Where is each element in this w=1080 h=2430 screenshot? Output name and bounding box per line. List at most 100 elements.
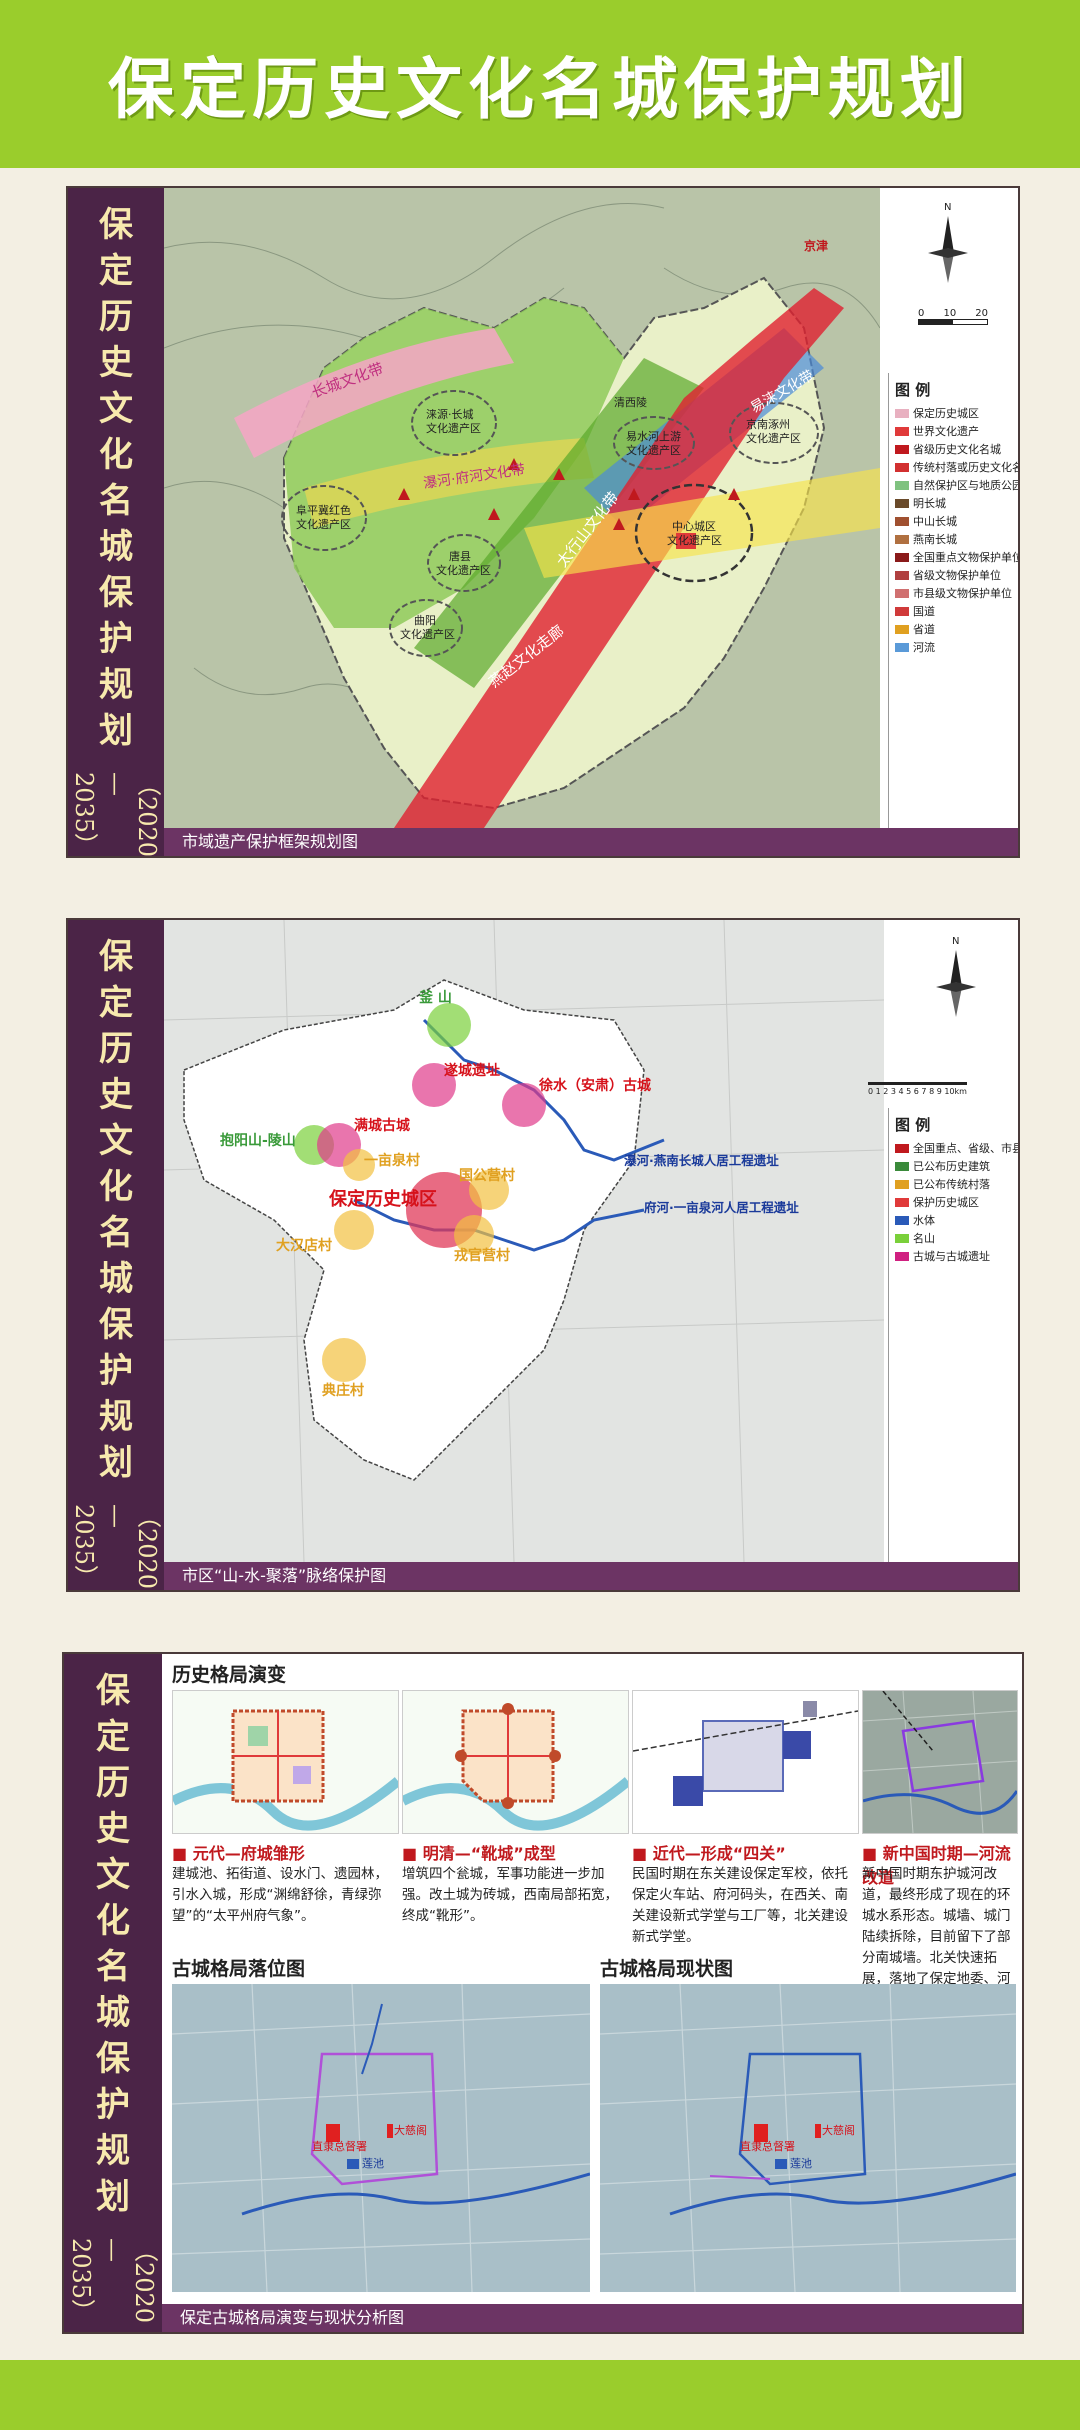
scale-end: 20 [975,308,988,319]
legend-item: 燕南长城 [895,531,1010,547]
label-mancheng: 满城古城 [354,1117,410,1134]
legend-item: 名山 [895,1230,1010,1246]
legend-swatch [895,642,909,652]
legend-swatch [895,606,909,616]
legend-item: 明长城 [895,495,1010,511]
scale-mid: 10 [943,308,957,319]
label-jingjin: 京津 [804,238,828,253]
side-title-char: 名 [99,481,133,521]
side-title-char: 城 [99,1259,133,1299]
svg-text:文化遗产区: 文化遗产区 [626,443,681,457]
caption-panel1: 市域遗产保护框架规划图 [164,828,1018,856]
map1-title: 古城格局落位图 [172,1958,306,1980]
legend-label: 市县级文物保护单位 [913,587,1012,600]
band-juhe [304,438,594,528]
label-zhili: 直隶总督署 [740,2139,795,2153]
zone-tang [427,534,501,592]
legend-item: 省级文物保护单位 [895,567,1010,583]
side-title-years: （2020 —2035） [70,1504,161,1590]
zone-laiyuan [411,390,497,456]
legend-swatch [895,570,909,580]
side-title: 保 定 历 史 文 化 名 城 保 护 规 划 （2020 —2035） [68,188,164,856]
side-title-char: 保 [99,937,133,977]
legend-swatch [895,1143,909,1153]
side-title-char: 定 [99,983,133,1023]
north-arrow: N [928,932,984,1026]
side-title-char: 文 [96,1855,130,1895]
stage-mingqing-heading: ■ 明清—“靴城”成型 [402,1844,556,1863]
legend-panel2: 图 例 全国重点、省级、市县级文物保护单位已公布历史建筑已公布传统村落保护历史城… [888,1108,1018,1562]
header-banner: 保定历史文化名城保护规划 [0,0,1080,168]
legend-label: 世界文化遗产 [913,425,979,438]
stage-mingqing-body: 增筑四个瓮城，军事功能进一步加强。改土城为砖城，西南局部拓宽，终成“靴形”。 [402,1866,618,1924]
legend-item: 省道 [895,621,1010,637]
zone-center [634,483,754,583]
legend-item: 已公布传统村落 [895,1176,1010,1192]
legend-item: 省级历史文化名城 [895,441,1010,457]
thumb-newchina [862,1690,1018,1834]
side-title: 保 定 历 史 文 化 名 城 保 护 规 划 （2020 —2035） [64,1654,162,2332]
legend-label: 保护历史城区 [913,1196,979,1209]
side-title-char: 名 [96,1947,130,1987]
legend-swatch [895,1179,909,1189]
legend-swatch [895,462,909,472]
legend-item: 河流 [895,639,1010,655]
legend-item: 传统村落或历史文化名村 [895,459,1018,475]
heritage-framework-map: 京津 长城文化带 瀑河·府河文化带 太行山文化带 易涞文化带 燕赵文化走廊 涞源… [164,188,880,828]
legend-panel1: 图 例 保定历史城区世界文化遗产省级历史文化名城传统村落或历史文化名村自然保护区… [888,373,1018,828]
panel-mountain-water: 保 定 历 史 文 化 名 城 保 护 规 划 （2020 —2035） [66,918,1020,1592]
legend-label: 水体 [913,1214,935,1227]
stage-newchina-heading: ■ 新中国时期—河流改道 [862,1844,1011,1887]
side-title-char: 划 [99,711,133,751]
side-title-char: 规 [99,665,133,705]
side-title-char: 保 [96,2039,130,2079]
legend-swatch [895,1197,909,1207]
label-yimuquan: 一亩泉村 [364,1152,420,1169]
map-current: 直隶总督署 大慈阁 莲池 [600,1984,1016,2292]
svg-text:文化遗产区: 文化遗产区 [436,563,491,577]
label-quyang: 曲阳 [414,614,436,627]
side-title-char: 定 [99,251,133,291]
legend-label: 古城与古城遗址 [913,1250,990,1263]
mountain-water-map: 釜 山 遂城遗址 徐水（安肃）古城 抱阳山-陵山 满城古城 一亩泉村 保定历史城… [164,920,884,1562]
side-title-char: 文 [99,1121,133,1161]
label-fushan: 釜 山 [418,989,452,1006]
side-title-char: 护 [99,619,133,659]
label-jingnan: 京南涿州 [746,417,790,431]
legend-item: 自然保护区与地质公园 [895,477,1018,493]
legend-label: 全国重点文物保护单位 [913,551,1020,564]
north-label: N [952,936,959,947]
label-suicheng: 遂城遗址 [444,1062,500,1079]
svg-text:文化遗产区: 文化遗产区 [667,533,722,547]
legend-label: 燕南长城 [913,533,957,546]
label-center: 中心城区 [672,520,716,533]
side-title-char: 历 [96,1763,130,1803]
side-title-char: 保 [99,205,133,245]
legend-label: 国道 [913,605,935,618]
zone-fuping [281,485,367,551]
side-title-char: 城 [96,1993,130,2033]
side-title-char: 化 [99,1167,133,1207]
river-north [422,1018,665,1162]
side-title-char: 规 [99,1397,133,1437]
thumb-modern [632,1690,859,1834]
legend-label: 自然保护区与地质公园 [913,479,1020,492]
legend-swatch [895,552,909,562]
legend-item: 水体 [895,1212,1010,1228]
label-fuhe: 府河·一亩泉河人居工程遗址 [644,1200,799,1215]
side-title-char: 史 [99,1075,133,1115]
label-qingxi: 清西陵 [614,396,647,409]
svg-text:文化遗产区: 文化遗产区 [746,431,801,445]
label-historic: 保定历史城区 [328,1188,437,1210]
legend-swatch [895,516,909,526]
side-title: 保 定 历 史 文 化 名 城 保 护 规 划 （2020 —2035） [68,920,164,1590]
side-title-char: 历 [99,1029,133,1069]
side-title-char: 史 [96,1809,130,1849]
legend-item: 世界文化遗产 [895,423,1010,439]
band-center [524,468,880,578]
label-laiyuan: 涞源·长城 [426,407,474,421]
legend-label: 明长城 [913,497,946,510]
north-label: N [944,202,951,213]
label-yishui: 易水河上游 [626,430,681,443]
legend-item: 全国重点文物保护单位 [895,549,1018,565]
